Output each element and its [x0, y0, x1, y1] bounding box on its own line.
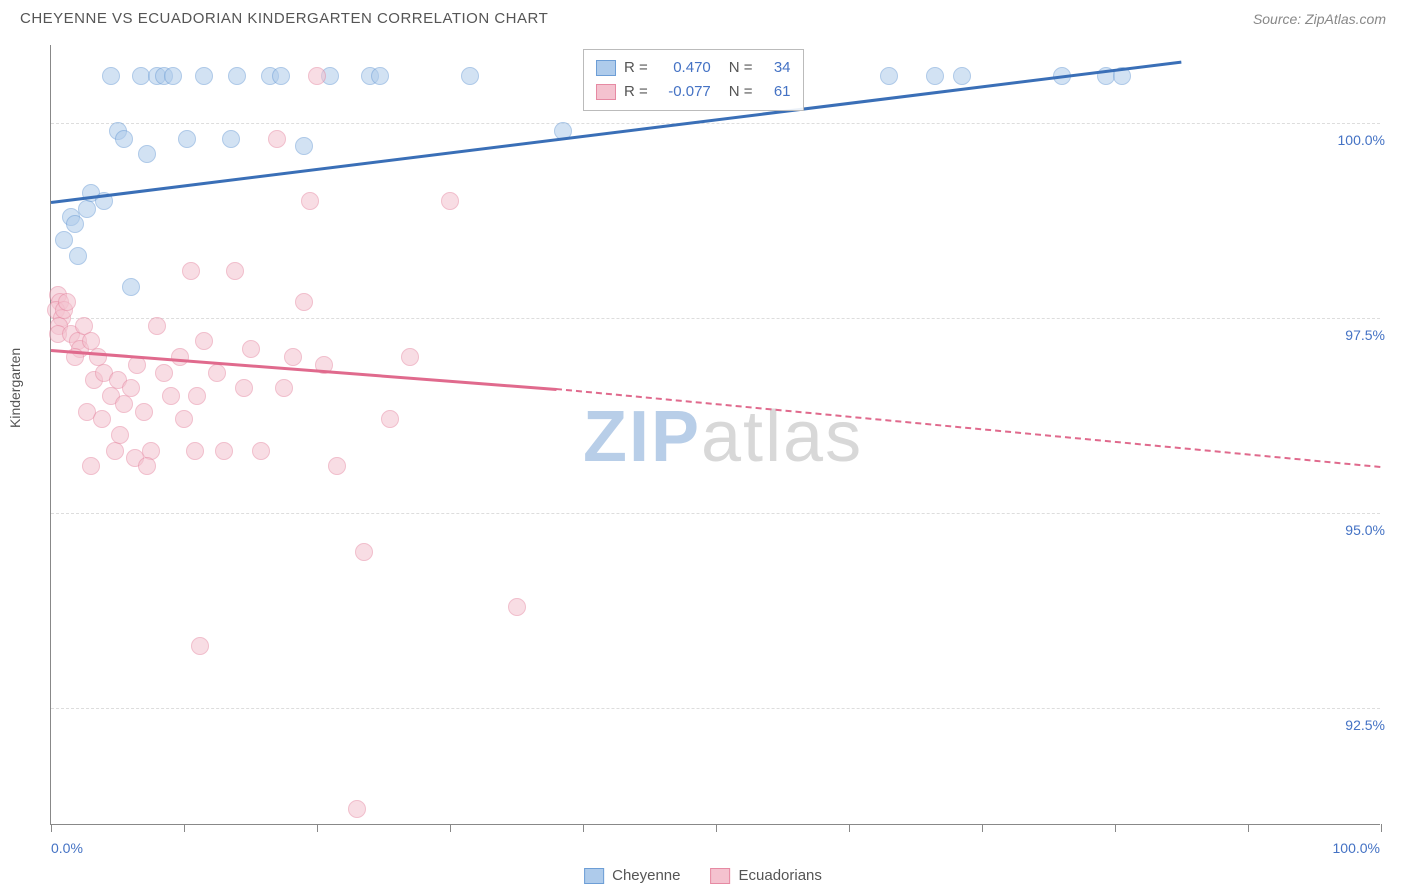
y-tick-label: 92.5% — [1345, 717, 1385, 733]
data-point — [195, 332, 213, 350]
data-point — [138, 457, 156, 475]
data-point — [148, 317, 166, 335]
data-point — [171, 348, 189, 366]
x-tick — [51, 824, 52, 832]
x-tick — [317, 824, 318, 832]
data-point — [381, 410, 399, 428]
correlation-legend-row: R =0.470N =34 — [596, 56, 791, 80]
data-point — [208, 364, 226, 382]
data-point — [55, 231, 73, 249]
bottom-legend: Cheyenne Ecuadorians — [584, 867, 822, 884]
data-point — [102, 67, 120, 85]
data-point — [268, 130, 286, 148]
data-point — [178, 130, 196, 148]
data-point — [93, 410, 111, 428]
data-point — [284, 348, 302, 366]
legend-label: Cheyenne — [612, 867, 680, 884]
legend-swatch — [596, 60, 616, 76]
data-point — [58, 293, 76, 311]
data-point — [182, 262, 200, 280]
data-point — [115, 130, 133, 148]
x-max-label: 100.0% — [1333, 840, 1380, 856]
data-point — [880, 67, 898, 85]
y-tick-label: 100.0% — [1338, 132, 1385, 148]
gridline: 100.0% — [51, 123, 1380, 124]
x-tick — [184, 824, 185, 832]
data-point — [252, 442, 270, 460]
data-point — [191, 637, 209, 655]
y-axis-title: Kindergarten — [7, 348, 23, 428]
x-tick — [716, 824, 717, 832]
gridline: 95.0% — [51, 513, 1380, 514]
legend-swatch — [584, 868, 604, 884]
data-point — [155, 364, 173, 382]
data-point — [222, 130, 240, 148]
data-point — [226, 262, 244, 280]
data-point — [106, 442, 124, 460]
gridline: 97.5% — [51, 318, 1380, 319]
data-point — [69, 247, 87, 265]
data-point — [272, 67, 290, 85]
data-point — [186, 442, 204, 460]
watermark: ZIPatlas — [583, 396, 863, 478]
data-point — [188, 387, 206, 405]
chart-header: CHEYENNE VS ECUADORIAN KINDERGARTEN CORR… — [0, 0, 1406, 32]
data-point — [328, 457, 346, 475]
data-point — [228, 67, 246, 85]
data-point — [135, 403, 153, 421]
legend-swatch — [596, 84, 616, 100]
x-tick — [982, 824, 983, 832]
data-point — [295, 137, 313, 155]
legend-item: Ecuadorians — [711, 867, 822, 884]
data-point — [953, 67, 971, 85]
y-tick-label: 95.0% — [1345, 522, 1385, 538]
correlation-legend-row: R =-0.077N =61 — [596, 80, 791, 104]
x-tick — [583, 824, 584, 832]
data-point — [82, 457, 100, 475]
chart-source: Source: ZipAtlas.com — [1253, 11, 1386, 27]
data-point — [308, 67, 326, 85]
legend-swatch — [711, 868, 731, 884]
gridline: 92.5% — [51, 708, 1380, 709]
data-point — [138, 145, 156, 163]
data-point — [111, 426, 129, 444]
x-tick — [849, 824, 850, 832]
data-point — [242, 340, 260, 358]
data-point — [926, 67, 944, 85]
data-point — [175, 410, 193, 428]
data-point — [195, 67, 213, 85]
data-point — [78, 200, 96, 218]
data-point — [122, 278, 140, 296]
data-point — [355, 543, 373, 561]
trend-line — [556, 388, 1381, 468]
chart-plot-area: ZIPatlas 100.0%97.5%95.0%92.5%0.0%100.0%… — [50, 45, 1380, 825]
x-tick — [450, 824, 451, 832]
data-point — [122, 379, 140, 397]
data-point — [66, 215, 84, 233]
legend-label: Ecuadorians — [739, 867, 822, 884]
data-point — [441, 192, 459, 210]
x-min-label: 0.0% — [51, 840, 83, 856]
x-tick — [1115, 824, 1116, 832]
data-point — [295, 293, 313, 311]
x-tick — [1381, 824, 1382, 832]
data-point — [348, 800, 366, 818]
legend-item: Cheyenne — [584, 867, 680, 884]
data-point — [235, 379, 253, 397]
data-point — [275, 379, 293, 397]
data-point — [162, 387, 180, 405]
data-point — [461, 67, 479, 85]
data-point — [301, 192, 319, 210]
data-point — [115, 395, 133, 413]
data-point — [215, 442, 233, 460]
data-point — [371, 67, 389, 85]
data-point — [164, 67, 182, 85]
correlation-legend: R =0.470N =34R =-0.077N =61 — [583, 49, 804, 111]
data-point — [508, 598, 526, 616]
chart-title: CHEYENNE VS ECUADORIAN KINDERGARTEN CORR… — [20, 10, 548, 27]
y-tick-label: 97.5% — [1345, 327, 1385, 343]
data-point — [401, 348, 419, 366]
x-tick — [1248, 824, 1249, 832]
